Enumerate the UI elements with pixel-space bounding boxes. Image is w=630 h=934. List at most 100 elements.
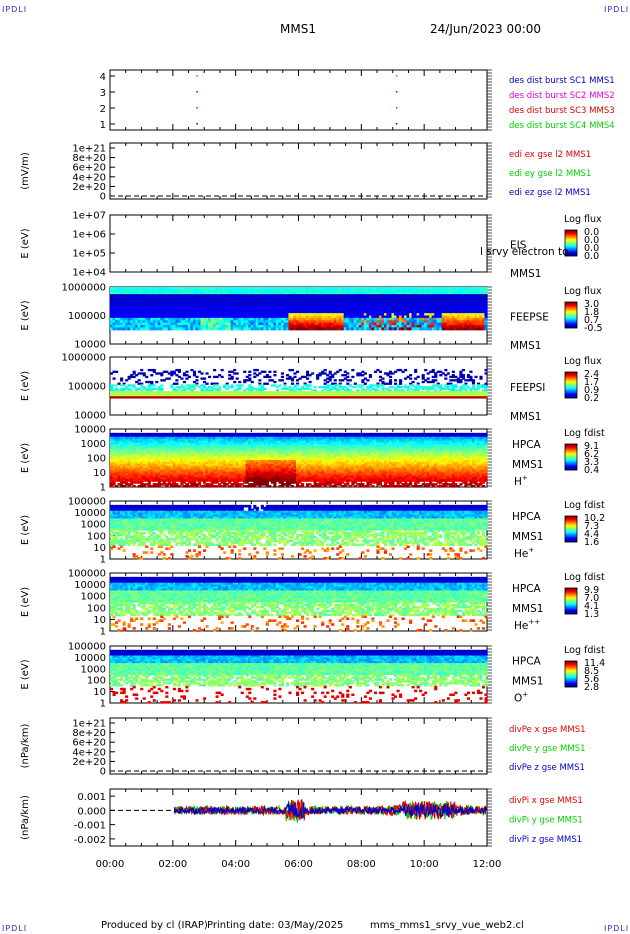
panel-feepse-instrument-label: FEEPSE — [510, 312, 549, 324]
panel-feepsi-spectrogram-cell — [115, 371, 118, 373]
panel-feepsi-spectrogram-cell — [349, 379, 352, 381]
panel-feepsi-spectrogram-cell — [236, 377, 239, 379]
panel-feepsi-spectrogram-cell — [379, 371, 382, 373]
panel-feepse-ylabel: E (eV) — [20, 300, 31, 330]
panel-feepsi-spectrogram-cell — [459, 381, 462, 383]
panel-eis-ylabel: E (eV) — [20, 228, 31, 258]
panel-feepsi-spectrogram-cell — [316, 377, 319, 379]
panel-eis-ytick-label: 1e+06 — [72, 230, 106, 241]
panel-burst-burst-mark — [396, 123, 398, 125]
panel-feepsi-spectrogram — [110, 369, 488, 399]
panel-feepsi-spectrogram-cell — [366, 379, 369, 381]
panel-eis-ytick-label: 1e+07 — [72, 211, 106, 222]
panel-feepsi-spectrogram-cell — [193, 388, 196, 390]
panel-feepsi-spectrogram-cell — [389, 376, 392, 378]
panel-feepsi-spectrogram-cell — [266, 383, 269, 385]
panel-burst-burst-mark — [196, 123, 198, 125]
panel-burst-burst-mark — [396, 91, 398, 93]
panel-hpca-h-ytick-label: 1 — [100, 483, 106, 494]
panel-feepsi-spectrogram-cell — [241, 384, 244, 386]
panel-hpca-h-ytick-label: 10 — [93, 468, 106, 479]
panel-feepsi-spectrogram-cell — [155, 381, 158, 383]
panel-feepse-ytick-label: 1000000 — [61, 283, 106, 294]
panel-feepsi-spectrogram-cell — [258, 379, 261, 381]
panel-feepsi-spectrogram-cell — [236, 372, 239, 374]
panel-feepsi-spectrogram-cell — [273, 381, 276, 383]
panel-eis-ytick-label: 1e+05 — [72, 249, 106, 260]
panel-feepsi-ytick-label: 100000 — [68, 382, 106, 393]
panel-feepsi-spectrogram-cell — [160, 384, 163, 386]
panel-feepsi-spectrogram-cell — [206, 372, 209, 374]
panel-feepsi-spectrogram-cell — [314, 386, 317, 388]
panel-feepsi-spectrogram-cell — [268, 376, 271, 378]
panel-feepsi-spectrogram-cell — [346, 376, 349, 378]
panel-feepsi-spectrogram-cell — [351, 376, 354, 378]
panel-feepsi-spectrogram-cell — [150, 374, 153, 376]
panel-feepsi-spectrogram-cell — [479, 377, 482, 379]
panel-feepsi-spectrogram-cell — [278, 384, 281, 386]
panel-feepsi-spectrogram-cell — [434, 376, 437, 378]
panel-feepsi-spectrogram-cell — [281, 376, 284, 378]
panel-feepsi-spectrogram-cell — [175, 383, 178, 385]
panel-burst-burst-mark — [196, 75, 198, 77]
panel-feepsi-spectrogram-cell — [238, 381, 241, 383]
panel-feepsi-spectrogram-cell — [221, 376, 224, 378]
panel-feepsi-spectrogram-cell — [206, 383, 209, 385]
panel-feepsi-spectrogram-cell — [469, 371, 472, 373]
panel-feepsi-spectrogram-cell — [195, 376, 198, 378]
panel-burst-legend-label: des dist burst SC2 MMS2 — [509, 91, 615, 101]
panel-feepsi-spectrogram-cell — [444, 369, 447, 371]
panel-edi-frame — [110, 143, 487, 199]
panel-hpca-h-satellite-label: MMS1 — [512, 459, 543, 471]
panel-feepsi-spectrogram-cell — [291, 369, 294, 371]
panel-feepsi-spectrogram-cell — [339, 369, 342, 371]
panel-feepsi-spectrogram-cell — [268, 371, 271, 373]
panel-feepse-colorbar-tick: -0.5 — [584, 323, 603, 334]
panel-eis-colorbar-title: Log flux — [564, 214, 602, 225]
panel-feepsi-instrument-label: FEEPSI — [510, 382, 545, 394]
panel-feepsi-spectrogram-cell — [195, 379, 198, 381]
panel-feepsi-ytick-label: 1000000 — [61, 353, 106, 364]
panel-edi-ytick-label: 0 — [100, 192, 106, 203]
panel-feepsi-spectrogram-cell — [444, 377, 447, 379]
panel-feepsi-spectrogram-cell — [424, 369, 427, 371]
panel-feepsi-spectrogram-cell — [296, 371, 299, 373]
panel-burst-ytick-label: 3 — [100, 88, 106, 99]
panel-feepsi-spectrogram-cell — [183, 381, 186, 383]
panel-feepsi-spectrogram-cell — [273, 374, 276, 376]
panel-burst-frame — [110, 70, 487, 130]
panel-feepsi-spectrogram-cell — [329, 379, 332, 381]
panel-feepsi-spectrogram-cell — [364, 383, 367, 385]
panel-feepsi-ytick-label: 10000 — [74, 411, 106, 422]
panel-feepse-colorbar-title: Log flux — [564, 286, 602, 297]
panel-feepsi-spectrogram-cell — [263, 388, 266, 390]
panel-feepsi-spectrogram-cell — [200, 372, 203, 374]
panel-eis-ytick-label: 1e+04 — [72, 268, 106, 279]
panel-feepsi-spectrogram-cell — [188, 376, 191, 378]
panel-feepsi-spectrogram-cell — [175, 379, 178, 381]
panel-feepsi-spectrogram-cell — [233, 369, 236, 371]
panel-feepsi-spectrogram-cell — [364, 372, 367, 374]
panel-edi-legend-label: edi ey gse l2 MMS1 — [509, 169, 591, 179]
panel-hpca-h-colorbar-title: Log fdist — [564, 428, 605, 439]
panel-feepsi-spectrogram-cell — [140, 369, 143, 371]
panel-burst-ytick-label: 1 — [100, 120, 106, 131]
panel-feepsi-spectrogram-cell — [346, 372, 349, 374]
panel-feepse-ytick-label: 10000 — [74, 340, 106, 351]
panel-feepsi-colorbar-tick: 0.2 — [584, 393, 599, 404]
panel-feepsi-spectrogram-cell — [434, 379, 437, 381]
panel-feepsi-spectrogram-cell — [168, 377, 171, 379]
panel-feepsi-spectrogram-cell — [484, 383, 487, 385]
panel-feepsi-spectrogram-cell — [474, 376, 477, 378]
panel-burst-burst-mark — [396, 107, 398, 109]
panel-feepsi-spectrogram-cell — [113, 377, 116, 379]
panel-feepsi-spectrogram-cell — [160, 374, 163, 376]
panel-feepsi-spectrogram-cell — [404, 369, 407, 371]
panel-feepse-spectrogram — [110, 287, 488, 330]
panel-hpca-h-ytick-label: 1000 — [81, 439, 106, 450]
panel-burst-burst-mark — [396, 75, 398, 77]
panel-feepsi-spectrogram-cell — [306, 377, 309, 379]
panel-feepse-ytick-label: 100000 — [68, 311, 106, 322]
panel-feepsi-spectrogram-cell — [291, 379, 294, 381]
